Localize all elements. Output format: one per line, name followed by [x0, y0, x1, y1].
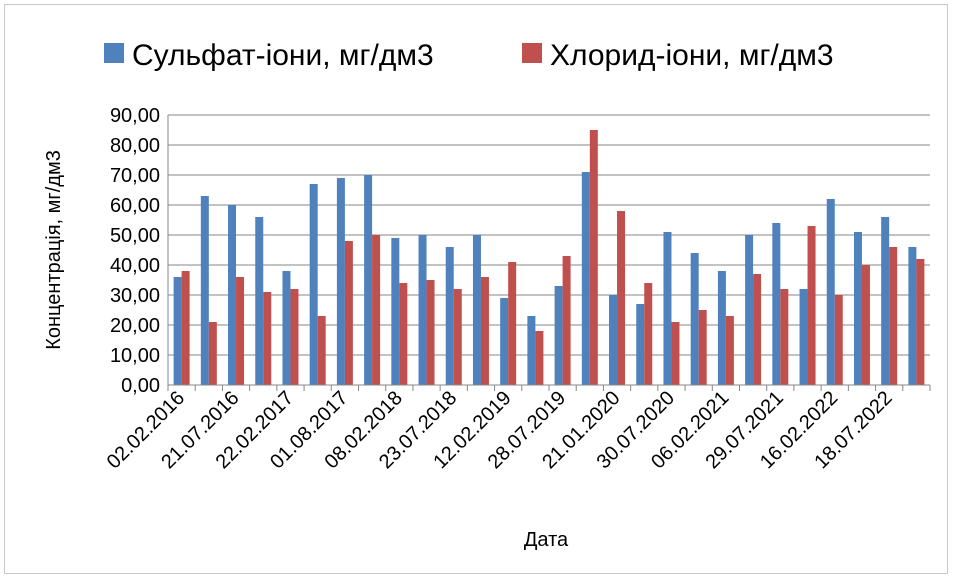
bar-sulfate [581, 172, 590, 385]
bar-chloride [617, 211, 626, 385]
bar-chloride [562, 256, 571, 385]
bar-chloride [834, 295, 843, 385]
y-tick-label: 0,00 [121, 375, 160, 397]
y-tick-label: 90,00 [110, 105, 160, 127]
bars [173, 130, 925, 385]
bar-chloride [399, 283, 408, 385]
bar-chloride [535, 331, 544, 385]
bar-sulfate [908, 247, 917, 385]
y-axis-title: Концентрація, мг/дм3 [43, 150, 65, 350]
bar-chloride [807, 226, 816, 385]
bar-sulfate [554, 286, 563, 385]
y-tick-label: 30,00 [110, 285, 160, 307]
y-tick-label: 40,00 [110, 255, 160, 277]
y-tick-label: 80,00 [110, 135, 160, 157]
bar-chloride [426, 280, 435, 385]
bar-chloride [208, 322, 217, 385]
bar-chloride [344, 241, 353, 385]
bar-chloride [453, 289, 462, 385]
legend-swatch-sulfate [104, 43, 124, 63]
gridlines [168, 114, 930, 356]
bar-chloride [589, 130, 598, 385]
bar-chloride [725, 316, 734, 385]
bar-sulfate [636, 304, 645, 385]
bar-sulfate [772, 223, 781, 385]
bar-chloride [698, 310, 707, 385]
bar-chloride [480, 277, 489, 385]
bar-sulfate [745, 235, 754, 385]
bar-sulfate [527, 316, 536, 385]
bar-chloride [236, 277, 245, 385]
bar-sulfate [309, 184, 318, 385]
bar-sulfate [445, 247, 454, 385]
axes [167, 115, 931, 391]
bar-sulfate [826, 199, 835, 385]
bar-sulfate [609, 295, 618, 385]
bar-chloride [780, 289, 789, 385]
bar-sulfate [228, 205, 237, 385]
legend-swatch-chloride [522, 43, 542, 63]
bar-chloride [671, 322, 680, 385]
bar-chloride [753, 274, 762, 385]
bar-chloride [889, 247, 898, 385]
bar-sulfate [364, 175, 373, 385]
x-tick-labels: 02.02.201621.07.201622.02.201701.08.2017… [103, 387, 897, 473]
bar-sulfate [472, 235, 481, 385]
legend: Сульфат-іони, мг/дм3 Хлорид-іони, мг/дм3 [104, 39, 834, 72]
bar-sulfate [255, 217, 264, 385]
bar-chloride [372, 235, 381, 385]
bar-sulfate [799, 289, 808, 385]
legend-label-chloride: Хлорид-іони, мг/дм3 [550, 39, 834, 72]
bar-chloride [317, 316, 326, 385]
bar-sulfate [717, 271, 726, 385]
legend-label-sulfate: Сульфат-іони, мг/дм3 [132, 39, 434, 72]
bar-sulfate [200, 196, 209, 385]
y-tick-label: 50,00 [110, 225, 160, 247]
y-tick-labels: 0,00 10,00 20,00 30,00 40,00 50,00 60,00 70,00 8… [110, 105, 160, 397]
bar-sulfate [336, 178, 345, 385]
bar-chloride [263, 292, 272, 385]
bar-sulfate [282, 271, 291, 385]
bar-chloride [644, 283, 653, 385]
bar-sulfate [391, 238, 400, 385]
bar-chloride [861, 265, 870, 385]
bar-chloride [290, 289, 299, 385]
y-tick-label: 70,00 [110, 165, 160, 187]
bar-chloride [181, 271, 190, 385]
bar-sulfate [500, 298, 509, 385]
bar-sulfate [663, 232, 672, 385]
bar-sulfate [853, 232, 862, 385]
bar-chloride [916, 259, 925, 385]
bar-sulfate [173, 277, 182, 385]
y-tick-label: 20,00 [110, 315, 160, 337]
bar-chloride [508, 262, 517, 385]
bar-sulfate [881, 217, 890, 385]
x-axis-title: Дата [524, 529, 569, 551]
y-tick-label: 60,00 [110, 195, 160, 217]
bar-sulfate [690, 253, 699, 385]
bar-sulfate [418, 235, 427, 385]
y-tick-label: 10,00 [110, 345, 160, 367]
